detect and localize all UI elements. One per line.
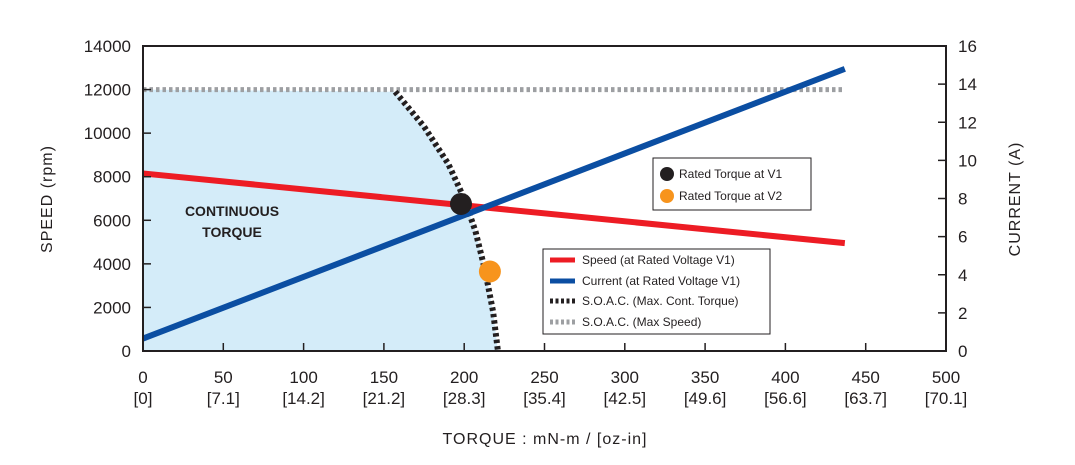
y-tick-label-right: 0: [958, 342, 967, 361]
legend-speed-label: Speed (at Rated Voltage V1): [582, 253, 735, 267]
x-tick-label: 500: [932, 368, 960, 387]
x-tick-label: 250: [530, 368, 558, 387]
legend-point-v1-marker: [660, 167, 674, 181]
x-tick-label: 200: [450, 368, 478, 387]
y-tick-label-right: 10: [958, 151, 977, 170]
ticks-layer: 0[0]50[7.1]100[14.2]150[21.2]200[28.3]25…: [84, 37, 977, 408]
legend-point-v1-label: Rated Torque at V1: [679, 167, 783, 181]
rated-torque-v2-point: [478, 260, 501, 283]
y-tick-label-left: 12000: [84, 81, 131, 100]
x-tick-label-secondary: [70.1]: [925, 389, 968, 408]
y-tick-label-right: 6: [958, 228, 967, 247]
x-tick-label-secondary: [21.2]: [363, 389, 406, 408]
x-tick-label: 150: [370, 368, 398, 387]
x-tick-label-secondary: [63.7]: [844, 389, 887, 408]
y-tick-label-right: 14: [958, 75, 977, 94]
x-tick-label-secondary: [42.5]: [604, 389, 647, 408]
y-tick-label-left: 0: [122, 342, 131, 361]
x-tick-label-secondary: [35.4]: [523, 389, 566, 408]
y-axis-title-left: SPEED (rpm): [39, 145, 56, 253]
y-tick-label-left: 4000: [93, 255, 131, 274]
legend-points-box: [652, 157, 812, 211]
x-tick-label: 50: [214, 368, 233, 387]
y-tick-label-right: 16: [958, 37, 977, 56]
x-tick-label: 350: [691, 368, 719, 387]
x-tick-label-secondary: [56.6]: [764, 389, 807, 408]
series-layer: [141, 66, 846, 352]
x-tick-label: 300: [611, 368, 639, 387]
x-axis-title: TORQUE : mN-m / [oz-in]: [443, 431, 648, 448]
current-line: [141, 66, 846, 342]
region-label-line2: TORQUE: [202, 224, 262, 240]
legend-series: Speed (at Rated Voltage V1) Current (at …: [542, 248, 771, 335]
y-tick-label-right: 12: [958, 113, 977, 132]
region-label-line1: CONTINUOUS: [185, 203, 279, 219]
x-tick-label: 0: [138, 368, 147, 387]
y-tick-label-left: 2000: [93, 298, 131, 317]
y-axis-title-right: CURRENT (A): [1007, 142, 1024, 257]
points-layer: [449, 192, 501, 283]
speed-line: [142, 170, 846, 247]
x-tick-label-secondary: [0]: [134, 389, 153, 408]
x-tick-label-secondary: [7.1]: [207, 389, 240, 408]
continuous-torque-region: [143, 89, 498, 352]
y-tick-label-right: 4: [958, 266, 967, 285]
legend-points: Rated Torque at V1 Rated Torque at V2: [652, 157, 812, 211]
y-tick-label-left: 10000: [84, 124, 131, 143]
rated-torque-v1-point: [449, 192, 472, 215]
x-tick-label: 100: [289, 368, 317, 387]
x-tick-label-secondary: [14.2]: [282, 389, 325, 408]
x-tick-label: 450: [852, 368, 880, 387]
y-tick-label-right: 8: [958, 190, 967, 209]
y-tick-label-right: 2: [958, 304, 967, 323]
legend-series-box: [542, 248, 771, 335]
legend-soac-speed-label: S.O.A.C. (Max Speed): [582, 315, 701, 329]
legend-current-label: Current (at Rated Voltage V1): [582, 274, 740, 288]
y-tick-label-left: 8000: [93, 168, 131, 187]
legend-soac-torque-label: S.O.A.C. (Max. Cont. Torque): [582, 294, 739, 308]
legend-point-v2-label: Rated Torque at V2: [679, 189, 783, 203]
legend-point-v2-marker: [660, 189, 674, 203]
y-tick-label-left: 6000: [93, 211, 131, 230]
x-tick-label-secondary: [28.3]: [443, 389, 486, 408]
x-tick-label: 400: [771, 368, 799, 387]
y-tick-label-left: 14000: [84, 37, 131, 56]
x-tick-label-secondary: [49.6]: [684, 389, 727, 408]
